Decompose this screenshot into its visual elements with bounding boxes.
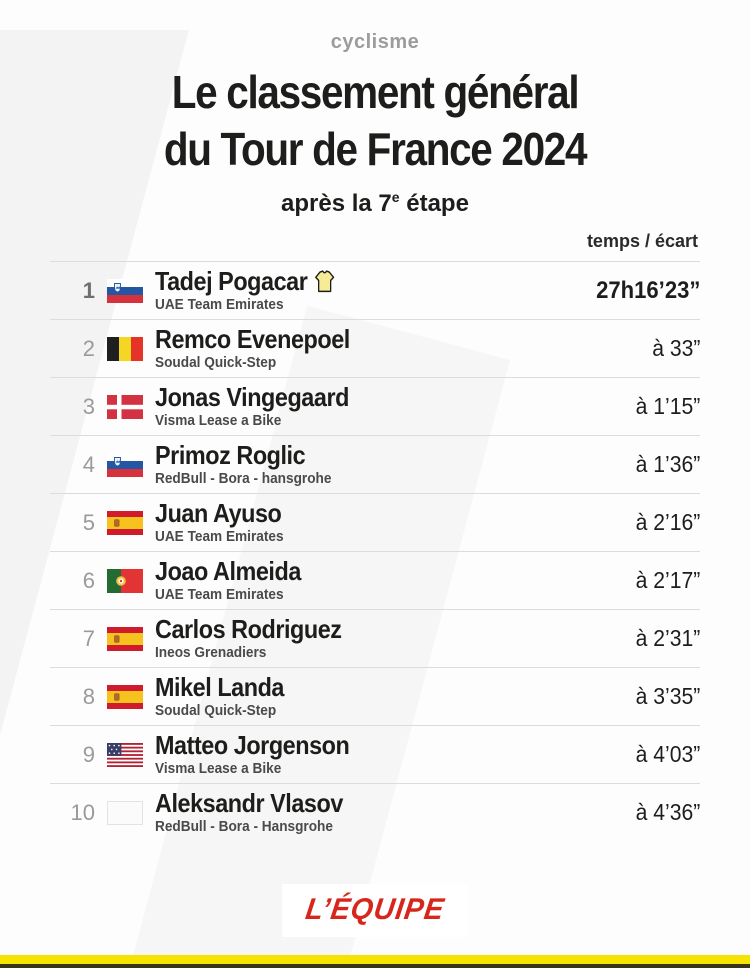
rank: 7 <box>82 625 95 651</box>
rider-name: Matteo Jorgenson <box>155 729 350 760</box>
team-name: Soudal Quick-Step <box>155 354 277 371</box>
rider-name: Jonas Vingegaard <box>155 381 349 412</box>
standings-table: 1 Tadej Pogacar UAE Team Emirates 27h16’23”… <box>50 261 700 841</box>
team-name: UAE Team Emirates <box>155 586 284 603</box>
denmark-flag <box>107 394 143 419</box>
rank: 2 <box>82 335 95 361</box>
time-gap: 27h16’23” <box>595 276 700 304</box>
rank: 6 <box>82 567 95 593</box>
team-name: UAE Team Emirates <box>155 528 284 545</box>
standings-row: 7 Carlos Rodriguez Ineos Grenadiers à 2’31” <box>50 609 700 667</box>
column-header: temps / écart <box>586 231 698 251</box>
rank: 3 <box>82 393 95 419</box>
rider-name: Mikel Landa <box>155 671 284 702</box>
rank: 8 <box>82 683 95 709</box>
standings-row: 4 Primoz Roglic RedBull - Bora - hansgrohe… <box>50 435 700 493</box>
team-name: Ineos Grenadiers <box>155 644 267 661</box>
time-gap: à 4’03” <box>635 741 700 767</box>
rank: 9 <box>82 741 95 767</box>
belgium-flag <box>107 336 143 361</box>
rider-name: Carlos Rodriguez <box>155 613 342 644</box>
rider: Juan Ayuso UAE Team Emirates <box>155 497 295 546</box>
time-gap: à 33” <box>651 335 700 361</box>
team-name: Visma Lease a Bike <box>155 760 282 777</box>
rank: 5 <box>82 509 95 535</box>
rank: 10 <box>70 799 95 825</box>
rider-name: Remco Evenepoel <box>155 323 350 354</box>
standings-row: 10 Aleksandr Vlasov RedBull - Bora - Hansg… <box>50 783 700 841</box>
portugal-flag <box>107 568 143 593</box>
time-gap: à 1’36” <box>635 451 700 477</box>
infographic: cyclisme Le classement général du Tour d… <box>0 30 750 968</box>
standings-row: 6 Joao Almeida UAE Team Emirates à 2’17” <box>50 551 700 609</box>
rider: Tadej Pogacar UAE Team Emirates <box>155 267 356 314</box>
spain-flag <box>107 684 143 709</box>
title-line-2: du Tour de France 2024 <box>163 123 588 175</box>
neutral-flag <box>107 800 143 825</box>
rider: Carlos Rodriguez Ineos Grenadiers <box>155 613 362 662</box>
standings-row: 5 Juan Ayuso UAE Team Emirates à 2’16” <box>50 493 700 551</box>
yellow-jersey-icon <box>314 269 337 294</box>
yellow-accent-bar <box>0 955 750 964</box>
time-gap: à 3’35” <box>635 683 700 709</box>
rider-name: Joao Almeida <box>155 555 301 586</box>
team-name: UAE Team Emirates <box>155 296 284 313</box>
standings-row: 3 Jonas Vingegaard Visma Lease a Bike à 1’1… <box>50 377 700 435</box>
lequipe-logo: L’ÉQUIPE <box>282 884 468 937</box>
subtitle: après la 7e étape <box>281 189 469 217</box>
time-gap: à 4’36” <box>635 799 700 825</box>
usa-flag <box>107 742 143 767</box>
kicker: cyclisme <box>330 31 420 53</box>
rider: Primoz Roglic RedBull - Bora - hansgrohe <box>155 439 343 488</box>
rider: Matteo Jorgenson Visma Lease a Bike <box>155 729 371 778</box>
time-gap: à 2’31” <box>635 625 700 651</box>
page-title: Le classement général du Tour de France … <box>45 64 705 178</box>
rider-name: Aleksandr Vlasov <box>155 787 343 818</box>
rider: Aleksandr Vlasov RedBull - Bora - Hansgro… <box>155 787 364 836</box>
time-gap: à 1’15” <box>635 393 700 419</box>
rider-name: Primoz Roglic <box>155 439 306 470</box>
bottom-strip <box>0 964 750 968</box>
standings-row: 9 Matteo Jorgenson Visma Lease a Bike à 4’0… <box>50 725 700 783</box>
rider: Jonas Vingegaard Visma Lease a Bike <box>155 381 371 430</box>
lequipe-logo-text: L’ÉQUIPE <box>303 893 447 926</box>
spain-flag <box>107 626 143 651</box>
rank: 1 <box>82 277 95 303</box>
rank: 4 <box>82 451 95 477</box>
team-name: RedBull - Bora - hansgrohe <box>155 470 332 487</box>
team-name: Soudal Quick-Step <box>155 702 277 719</box>
team-name: RedBull - Bora - Hansgrohe <box>155 818 333 835</box>
rider-name: Tadej Pogacar <box>155 267 337 295</box>
title-line-1: Le classement général <box>171 66 580 118</box>
rider: Joao Almeida UAE Team Emirates <box>155 555 317 604</box>
slovenia-flag <box>107 452 143 477</box>
time-gap: à 2’16” <box>635 509 700 535</box>
rider: Remco Evenepoel Soudal Quick-Step <box>155 323 371 372</box>
slovenia-flag <box>107 278 143 303</box>
time-gap: à 2’17” <box>635 567 700 593</box>
rider-name: Juan Ayuso <box>155 497 282 528</box>
team-name: Visma Lease a Bike <box>155 412 282 429</box>
standings-row: 2 Remco Evenepoel Soudal Quick-Step à 33” <box>50 319 700 377</box>
standings-row: 1 Tadej Pogacar UAE Team Emirates 27h16’23” <box>50 261 700 319</box>
standings-row: 8 Mikel Landa Soudal Quick-Step à 3’35” <box>50 667 700 725</box>
spain-flag <box>107 510 143 535</box>
rider: Mikel Landa Soudal Quick-Step <box>155 671 298 720</box>
